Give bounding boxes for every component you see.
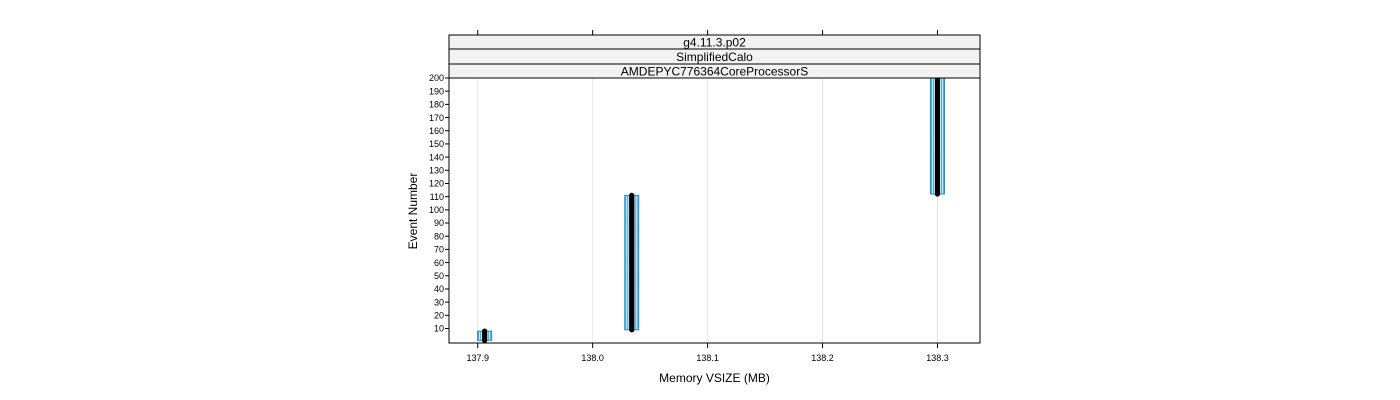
y-tick-label: 100 [429, 205, 444, 215]
data-points [482, 75, 941, 343]
x-tick-label: 138.2 [811, 353, 834, 363]
y-tick-label: 30 [434, 297, 444, 307]
data-point [482, 328, 488, 334]
y-tick-label: 90 [434, 218, 444, 228]
y-tick-label: 120 [429, 179, 444, 189]
x-tick-label: 138.1 [696, 353, 719, 363]
grid-lines [477, 78, 938, 343]
y-tick-label: 200 [429, 73, 444, 83]
strip-1-label: SimplifiedCalo [676, 50, 753, 64]
plot-panel [448, 77, 981, 344]
data-point [629, 192, 635, 198]
strip-0-label: g4.11.3.p02 [683, 36, 746, 50]
strip-2-label: AMDEPYC776364CoreProcessorS [621, 65, 808, 79]
y-tick-label: 20 [434, 311, 444, 321]
y-tick-label: 50 [434, 271, 444, 281]
y-tick-label: 110 [430, 192, 444, 202]
y-tick-label: 190 [429, 86, 444, 96]
y-tick-label: 160 [429, 126, 444, 136]
y-tick-label: 180 [429, 100, 444, 110]
x-axis: 137.9 138.0 138.1 138.2 138.3 [466, 30, 949, 363]
y-tick-label: 130 [429, 165, 444, 175]
strip-2-box [448, 63, 981, 79]
y-tick-label: 60 [434, 258, 444, 268]
y-axis-label: Event Number [406, 173, 420, 250]
x-tick-label: 137.9 [466, 353, 489, 363]
y-tick-label: 150 [429, 139, 444, 149]
strip-header: g4.11.3.p02 SimplifiedCalo AMDEPYC776364… [448, 34, 981, 79]
x-tick-label: 138.3 [926, 353, 949, 363]
y-tick-label: 70 [434, 245, 444, 255]
x-tick-label: 138.0 [581, 353, 604, 363]
y-tick-label: 170 [429, 113, 444, 123]
data-bands [477, 77, 945, 341]
x-axis-label: Memory VSIZE (MB) [659, 371, 770, 385]
y-tick-label: 40 [434, 284, 444, 294]
y-tick-label: 10 [434, 324, 444, 334]
y-axis: 10 20 30 40 50 60 70 80 90 100 110 120 130 140 150 160 1… [429, 73, 449, 334]
y-tick-label: 80 [434, 231, 444, 241]
y-tick-label: 140 [429, 152, 444, 162]
